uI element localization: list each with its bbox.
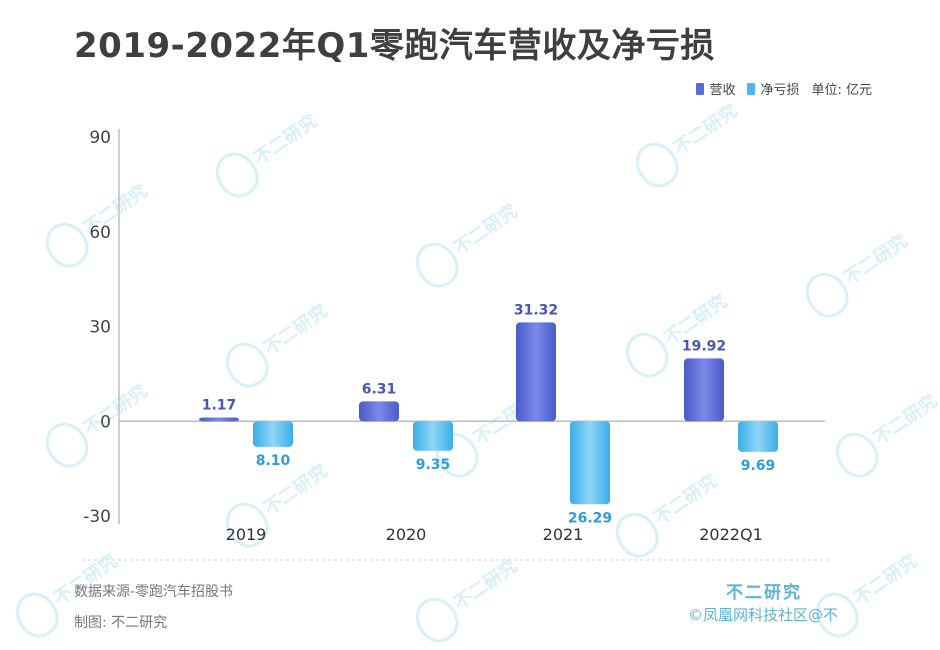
data-label-revenue: 1.17 bbox=[202, 398, 237, 414]
data-label-net-loss: 9.35 bbox=[416, 457, 451, 473]
chart-author: 制图: 不二研究 bbox=[74, 615, 168, 631]
data-label-net-loss: 8.10 bbox=[256, 453, 291, 469]
legend-swatch-loss bbox=[747, 82, 756, 95]
data-label-revenue: 31.32 bbox=[514, 302, 558, 318]
x-category-label: 2020 bbox=[386, 525, 427, 544]
data-label-revenue: 6.31 bbox=[362, 381, 397, 397]
y-tick-label: -30 bbox=[83, 507, 111, 527]
bar-revenue bbox=[684, 358, 724, 422]
legend-label-loss: 净亏损 bbox=[760, 83, 800, 98]
legend-swatch-revenue bbox=[696, 82, 705, 95]
bar-net-loss bbox=[738, 421, 778, 452]
data-label-revenue: 19.92 bbox=[682, 338, 726, 354]
data-source: 数据来源-零跑汽车招股书 bbox=[74, 584, 234, 600]
legend-item-loss: 净亏损 bbox=[747, 79, 799, 98]
data-label-net-loss: 9.69 bbox=[741, 458, 776, 474]
bar-revenue bbox=[516, 322, 556, 422]
bar-revenue bbox=[359, 401, 399, 422]
axes: 90 60 30 0 -30 bbox=[83, 128, 825, 527]
brand-name: 不二研究 bbox=[726, 583, 802, 603]
legend-label-revenue: 营收 bbox=[709, 83, 736, 98]
data-label-net-loss: 26.29 bbox=[568, 510, 612, 526]
bars bbox=[199, 322, 778, 505]
y-tick-label: 0 bbox=[100, 412, 111, 432]
brand-sub: ©凤凰网科技社区@不 bbox=[688, 606, 839, 624]
bar-net-loss bbox=[413, 421, 453, 451]
x-category-label: 2019 bbox=[226, 525, 267, 544]
bar-net-loss bbox=[253, 421, 293, 447]
y-tick-label: 90 bbox=[89, 128, 111, 148]
x-category-label: 2022Q1 bbox=[699, 525, 763, 544]
chart-title: 2019-2022年Q1零跑汽车营收及净亏损 bbox=[74, 26, 715, 66]
x-category-label: 2021 bbox=[543, 525, 584, 544]
bar-net-loss bbox=[570, 421, 610, 505]
legend-item-revenue: 营收 bbox=[696, 79, 735, 98]
y-tick-label: 30 bbox=[89, 318, 111, 338]
unit-label: 单位: 亿元 bbox=[811, 83, 872, 98]
bar-revenue bbox=[199, 417, 239, 422]
legend: 营收 净亏损 单位: 亿元 bbox=[696, 79, 872, 98]
y-tick-label: 60 bbox=[89, 223, 111, 243]
